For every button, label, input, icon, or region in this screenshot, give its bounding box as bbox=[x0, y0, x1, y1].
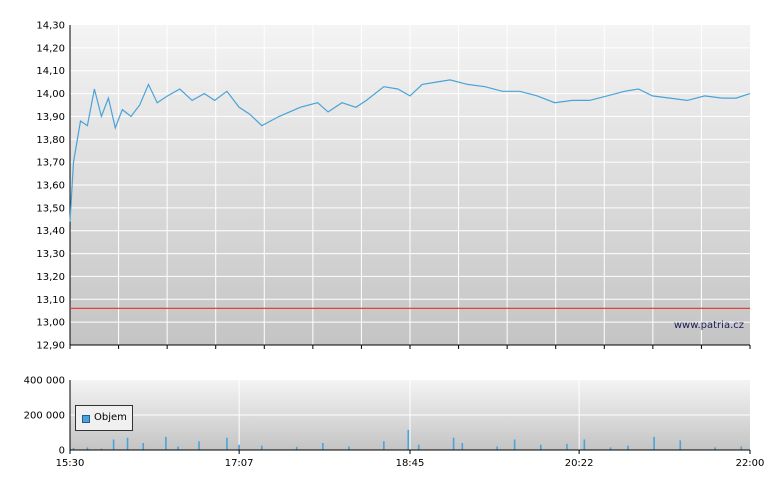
volume-x-tick-label: 17:07 bbox=[225, 458, 254, 469]
volume-legend: Objem bbox=[75, 405, 133, 431]
price-y-tick-label: 12,90 bbox=[36, 341, 65, 352]
volume-bar bbox=[383, 441, 385, 450]
legend-label: Objem bbox=[94, 412, 127, 423]
volume-bar bbox=[348, 446, 350, 450]
price-y-tick-label: 13,40 bbox=[36, 226, 65, 237]
volume-bar bbox=[627, 445, 629, 450]
volume-bar bbox=[583, 439, 586, 450]
volume-bar bbox=[295, 446, 298, 450]
price-y-tick-label: 13,90 bbox=[36, 112, 65, 123]
volume-bar bbox=[417, 444, 420, 450]
volume-bar bbox=[142, 443, 145, 450]
volume-x-tick-label: 22:00 bbox=[736, 458, 765, 469]
volume-bar bbox=[322, 443, 324, 450]
watermark-label: www.patria.cz bbox=[674, 320, 744, 331]
volume-bar bbox=[566, 443, 568, 450]
volume-bar bbox=[461, 443, 464, 450]
price-y-tick-label: 13,80 bbox=[36, 135, 65, 146]
volume-bar bbox=[260, 445, 263, 450]
price-y-tick-label: 13,00 bbox=[36, 318, 65, 329]
volume-bar bbox=[740, 446, 743, 450]
volume-bar bbox=[539, 444, 542, 450]
volume-bar bbox=[679, 440, 682, 450]
volume-bar bbox=[452, 437, 455, 450]
volume-bar bbox=[177, 446, 179, 450]
volume-bar bbox=[653, 436, 655, 450]
volume-y-tick-label: 0 bbox=[59, 446, 65, 457]
price-y-tick-label: 14,20 bbox=[36, 43, 65, 54]
volume-x-tick-label: 20:22 bbox=[565, 458, 594, 469]
price-chart-panel: 14,30 14,20 14,10 14,00 13,90 13,80 13,70 13,60… bbox=[36, 21, 751, 352]
volume-bar bbox=[72, 447, 75, 450]
price-y-tick-label: 13,30 bbox=[36, 249, 65, 260]
volume-y-tick-label: 200 000 bbox=[24, 411, 65, 422]
volume-bar bbox=[226, 437, 228, 450]
price-y-tick-label: 14,10 bbox=[36, 66, 65, 77]
volume-bar bbox=[513, 439, 516, 450]
price-y-tick-label: 13,10 bbox=[36, 295, 65, 306]
volume-bar bbox=[112, 439, 115, 450]
price-series-line bbox=[69, 79, 751, 222]
volume-bar bbox=[126, 437, 129, 450]
volume-chart-panel: 400 000 200 000 015:30 17:07 18:45 20:22 22:00 bbox=[24, 376, 765, 470]
price-y-tick-label: 13,20 bbox=[36, 272, 65, 283]
volume-y-tick-label: 400 000 bbox=[24, 376, 65, 387]
volume-bar bbox=[165, 436, 167, 450]
price-y-tick-label: 13,50 bbox=[36, 203, 65, 214]
price-y-tick-label: 14,00 bbox=[36, 89, 65, 100]
volume-bar bbox=[609, 447, 612, 450]
price-y-tick-label: 13,60 bbox=[36, 181, 65, 192]
price-y-tick-label: 14,30 bbox=[36, 21, 65, 32]
volume-bar bbox=[714, 447, 716, 450]
volume-bar bbox=[407, 429, 410, 450]
volume-bar bbox=[100, 448, 103, 450]
volume-bar bbox=[198, 441, 200, 450]
volume-x-tick-label: 15:30 bbox=[56, 458, 85, 469]
price-y-tick-label: 13,70 bbox=[36, 158, 65, 169]
volume-x-tick-label: 18:45 bbox=[396, 458, 425, 469]
volume-bar bbox=[496, 446, 498, 450]
volume-bar bbox=[238, 444, 240, 450]
volume-bar bbox=[86, 447, 89, 450]
legend-swatch-icon bbox=[82, 415, 90, 423]
